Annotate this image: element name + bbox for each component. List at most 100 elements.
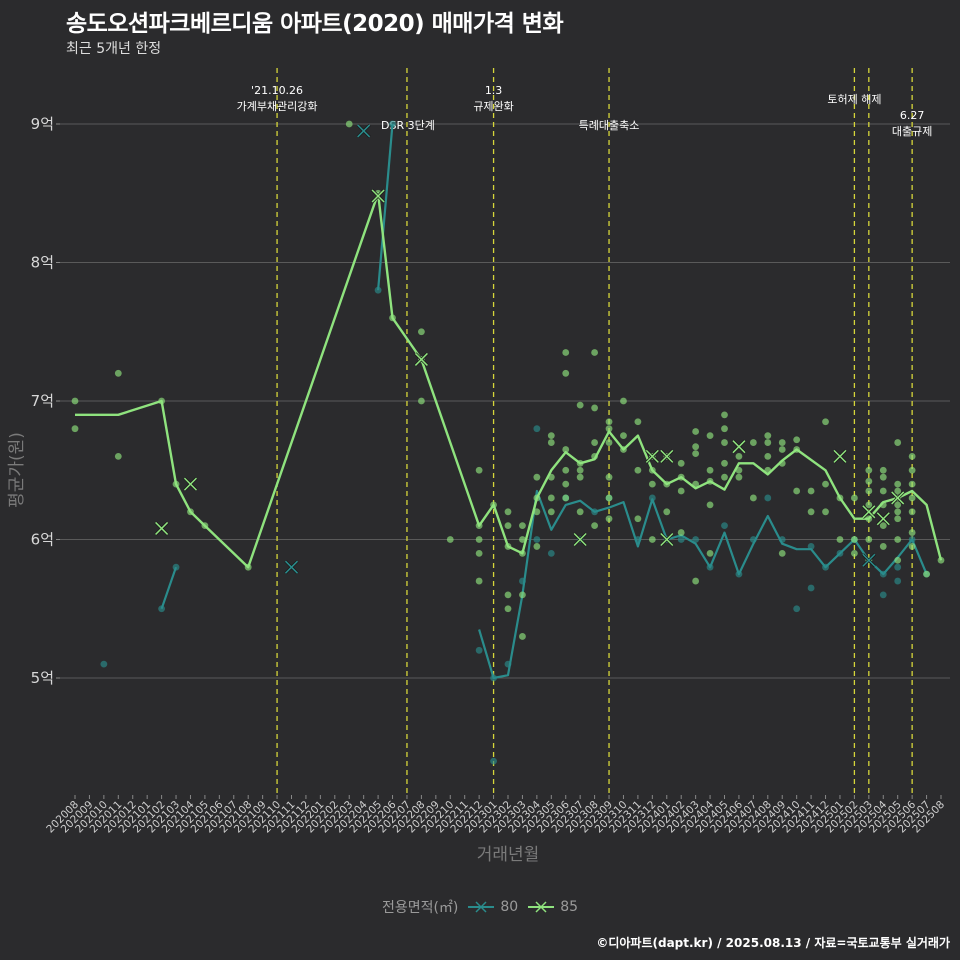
series-85-point [605,494,613,502]
series-85-point [836,494,844,502]
series-85-point [778,459,786,467]
event-label: 규제완화 [473,100,513,113]
event-label: DSR 3단계 [381,119,435,132]
series-85-point [605,425,613,433]
series-85-point [591,349,598,356]
series-85-point [735,453,743,460]
series-85-point [71,397,79,405]
cancel-stroke [284,560,299,574]
series-85-point [114,453,122,460]
series-80-point [721,522,728,530]
series-85-cancelled-marker [731,439,746,454]
series-80-point [634,536,642,543]
series-85-point [591,404,598,412]
event-label: 대출규제 [892,125,932,138]
legend-item-85: 85 [528,899,578,915]
series-85-point [879,466,887,474]
series-85-point [706,549,714,557]
series-85-point [591,439,598,446]
series-85-point [865,501,873,509]
series-85-point [865,477,873,485]
series-85-point [547,439,555,446]
series-85-point [865,487,873,495]
series-85-point [721,411,728,419]
series-80-point [807,584,815,592]
series-80-point [706,563,714,571]
cancel-stroke [573,532,587,547]
legend-key-85-icon [528,901,555,913]
series-85-point [576,508,584,516]
series-85-point [879,543,887,550]
series-85-point [475,466,483,474]
series-85-point [620,432,627,440]
series-85-point [677,473,685,481]
series-85-point [894,487,902,495]
series-85-point [764,439,772,446]
series-80-point [533,536,541,543]
series-85-point [778,439,786,446]
series-85-point [576,466,584,474]
series-85-point [418,397,425,405]
series-85-point [547,494,555,502]
series-80-line [160,566,178,610]
series-80-point [894,563,902,571]
series-85-point [475,577,483,585]
series-85-point [721,439,728,446]
series-85-point [504,605,512,613]
series-80-point [172,563,180,571]
series-85-point [894,515,902,523]
series-85-point [519,591,526,599]
series-80-point [879,591,887,599]
y-tick-label: 7억 [31,392,54,410]
series-80-point [533,425,541,433]
series-85-point [735,473,743,481]
series-85-point [648,466,656,474]
series-80-point [807,543,815,550]
series-85-point [793,446,801,453]
series-85-point [879,487,887,495]
series-85-point [764,466,772,474]
series-85-cancelled-marker [371,188,386,204]
series-85-point [533,494,541,502]
series-85-point [677,529,685,536]
series-85-point [158,397,166,405]
cancel-stroke [732,440,746,454]
y-tick-label: 8억 [31,254,54,272]
legend-label-85: 85 [560,899,579,915]
series-85-point [620,446,627,453]
series-85-point [937,556,945,564]
series-85-point [692,577,700,585]
series-85-point [562,369,570,377]
series-85-point [807,487,815,495]
legend-label-80: 80 [500,899,519,915]
series-85-point [865,515,873,523]
series-85-point [706,477,714,485]
series-85-point [187,508,194,516]
series-85-cancelled-marker [876,511,891,526]
series-85-point [807,508,815,516]
event-label: 가계부채관리강화 [237,100,318,113]
series-80-point [749,536,757,543]
event-label: 토허제 해제 [827,92,881,106]
series-85-point [908,466,916,474]
cancel-stroke [833,449,847,463]
series-85-point [562,494,570,502]
series-85-cancelled-marker [645,449,660,464]
series-85-cancelled-marker [659,449,674,464]
cancel-stroke [183,477,197,491]
x-axis-label: 거래년월 [477,845,540,865]
series-85-point [894,536,902,543]
y-tick-label: 5억 [31,669,54,687]
series-85-point [692,450,700,458]
series-85-line [75,192,943,569]
series-85-point [735,466,743,474]
series-85-point [865,536,873,543]
series-85-point [648,480,656,488]
series-85-point [345,120,353,128]
series-85-point [923,570,930,578]
series-85-point [562,349,570,356]
series-85-point [836,536,844,543]
series-80-point [793,605,801,613]
series-85-point [908,529,916,536]
event-label: 특례대출축소 [579,119,640,132]
